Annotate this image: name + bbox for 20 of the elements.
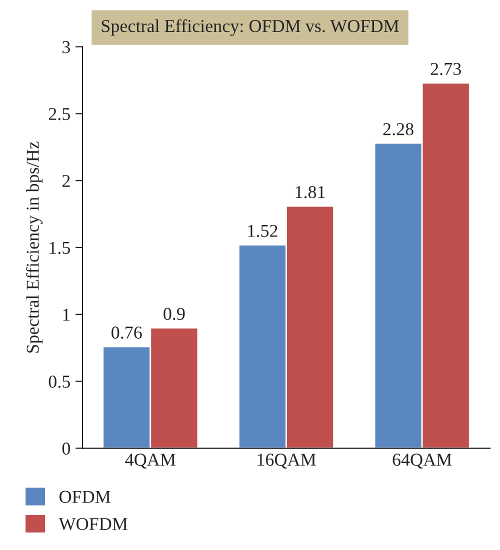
- y-tick-label: 3: [62, 41, 70, 54]
- y-tick-label: 2.5: [48, 108, 70, 120]
- y-tick-label: 1: [63, 308, 70, 321]
- x-tick-label: 4QAM: [125, 454, 176, 469]
- x-tick-label: 64QAM: [392, 454, 452, 469]
- y-tick-label: 2: [62, 174, 70, 187]
- data-label: 2.73: [430, 62, 461, 76]
- data-label: 1.81: [296, 186, 325, 198]
- x-tick-label: 16QAM: [258, 454, 316, 469]
- data-label: 0.9: [164, 308, 185, 320]
- y-axis-title: Spectral Efficiency in bps/Hz: [26, 142, 43, 353]
- legend-label: OFDM: [59, 490, 110, 503]
- data-label: 0.76: [112, 326, 142, 339]
- data-label: 2.28: [383, 123, 414, 136]
- data-label: 1.52: [248, 224, 278, 238]
- y-tick-label: 1.5: [50, 242, 70, 254]
- chart-title: Spectral Efficiency: OFDM vs. WOFDM: [102, 19, 399, 36]
- legend-label: WOFDM: [58, 518, 128, 530]
- y-tick-label: 0: [62, 442, 70, 455]
- y-tick-label: 0.5: [48, 376, 70, 388]
